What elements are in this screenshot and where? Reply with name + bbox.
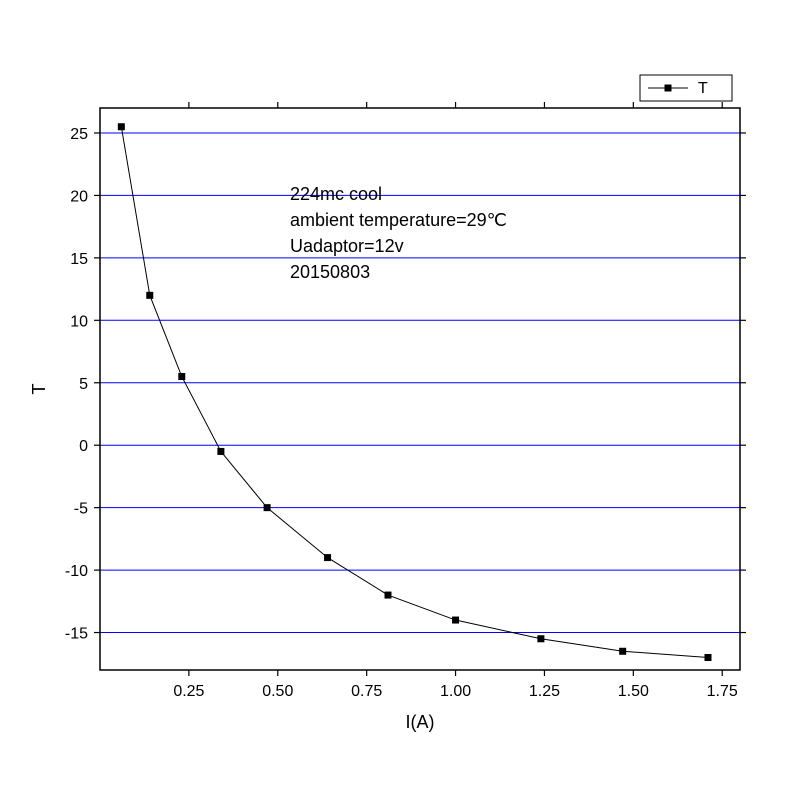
line-chart: 0.25 0.50 0.75 1.00 1.25 1.50 1.75 -15 -10 -5 0 5 10…	[0, 0, 800, 800]
data-marker	[705, 654, 712, 661]
y-tick-label: 0	[79, 438, 88, 455]
y-tick-label: -10	[65, 563, 88, 580]
x-tick-label: 0.75	[351, 683, 382, 700]
x-tick-label: 1.25	[529, 683, 560, 700]
chart-container: 0.25 0.50 0.75 1.00 1.25 1.50 1.75 -15 -10 -5 0 5 10…	[0, 0, 800, 800]
x-tick-label: 1.00	[440, 683, 471, 700]
chart-annotation: Uadaptor=12v	[290, 236, 404, 256]
y-tick-label: 25	[70, 126, 88, 143]
data-marker	[217, 448, 224, 455]
chart-annotation: 20150803	[290, 262, 370, 282]
data-marker	[324, 554, 331, 561]
data-marker	[537, 635, 544, 642]
legend-label: T	[698, 80, 708, 97]
y-tick-label: 20	[70, 188, 88, 205]
y-tick-label: -15	[65, 626, 88, 643]
data-marker	[385, 592, 392, 599]
data-marker	[146, 292, 153, 299]
x-tick-label: 1.75	[707, 683, 738, 700]
y-axis-label: T	[29, 384, 49, 395]
data-marker	[178, 373, 185, 380]
y-tick-label: 10	[70, 313, 88, 330]
chart-annotation: 224mc cool	[290, 184, 382, 204]
data-marker	[118, 123, 125, 130]
x-tick-label: 0.25	[173, 683, 204, 700]
chart-annotation: ambient temperature=29℃	[290, 210, 507, 230]
y-tick-label: 15	[70, 251, 88, 268]
y-tick-label: -5	[74, 501, 88, 518]
data-marker	[452, 617, 459, 624]
x-tick-label: 0.50	[262, 683, 293, 700]
data-marker	[264, 504, 271, 511]
x-tick-label: 1.50	[618, 683, 649, 700]
data-marker	[619, 648, 626, 655]
x-axis-label: I(A)	[406, 712, 435, 732]
y-tick-label: 5	[79, 376, 88, 393]
